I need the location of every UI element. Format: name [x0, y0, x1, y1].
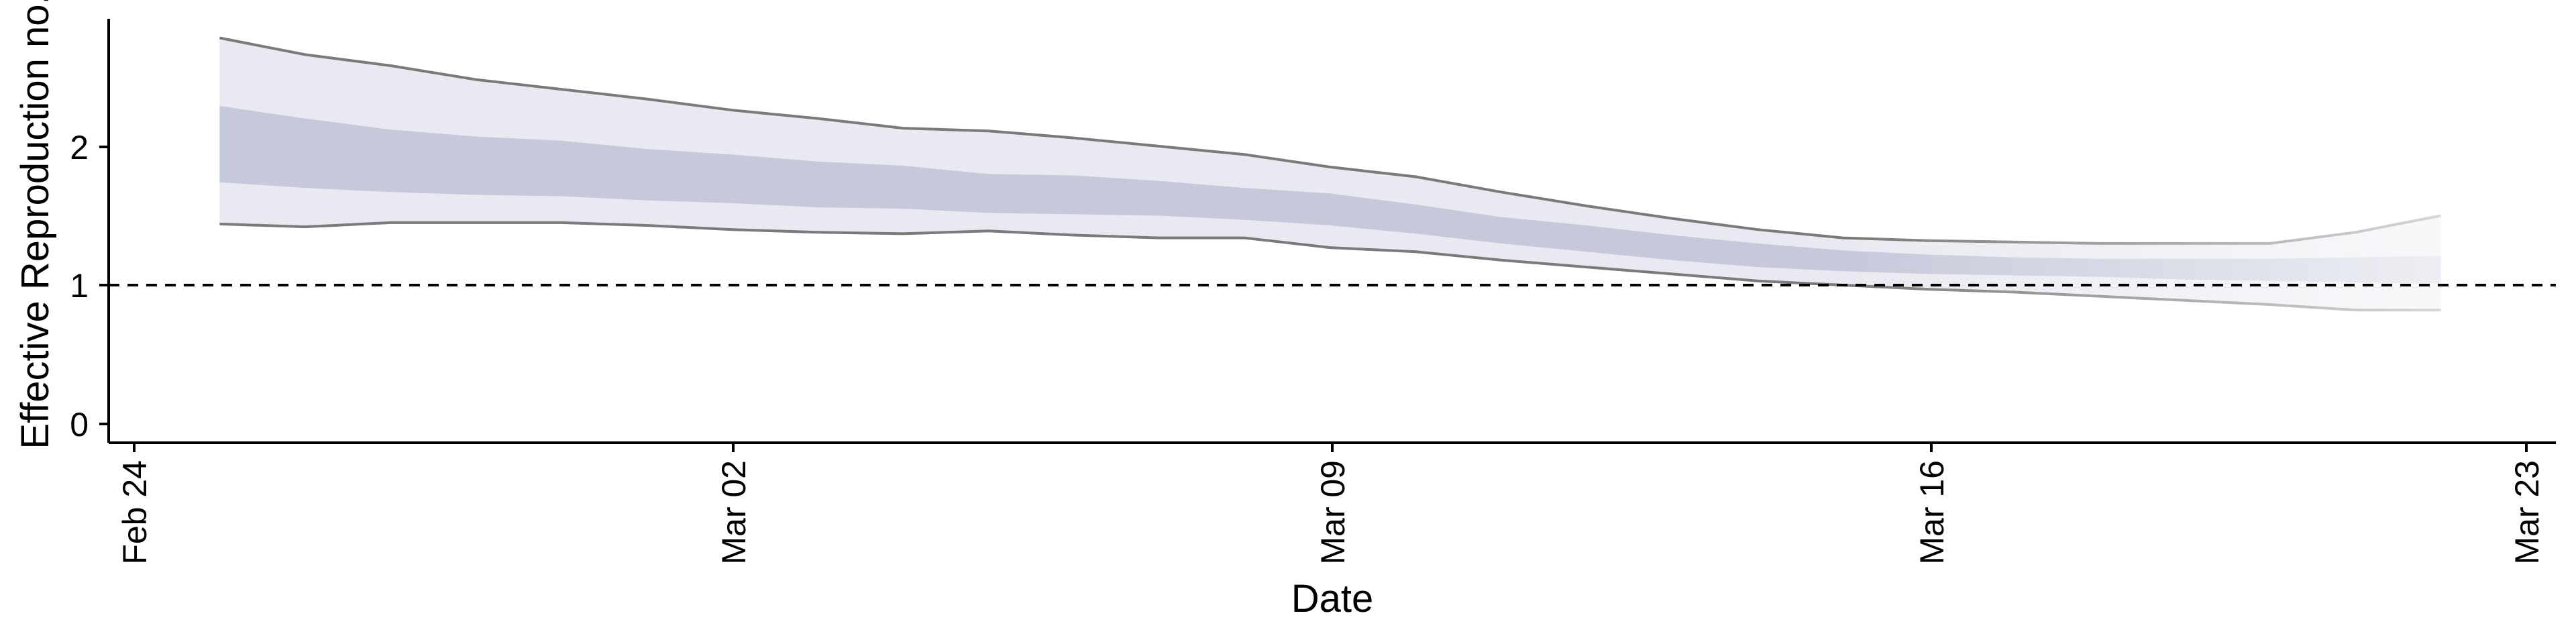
- x-axis-title: Date: [1291, 577, 1374, 621]
- x-tick-label: Feb 24: [116, 460, 154, 565]
- x-tick-label: Mar 23: [2508, 460, 2546, 565]
- x-axis-ticks: Feb 24 Mar 02 Mar 09 Mar 16 Mar 23: [116, 443, 2546, 565]
- y-axis-title: Effective Reproduction no.: [13, 0, 57, 449]
- inner-credible-band: [219, 106, 2441, 284]
- x-tick-label: Mar 09: [1314, 460, 1352, 565]
- x-tick-label: Mar 02: [715, 460, 753, 565]
- y-axis-ticks: 0 1 2: [70, 129, 109, 443]
- forecast-fade-overlay: [1843, 13, 2445, 416]
- y-tick-label: 0: [70, 406, 89, 443]
- y-tick-label: 1: [70, 267, 89, 305]
- y-tick-label: 2: [70, 129, 89, 166]
- x-tick-label: Mar 16: [1913, 460, 1951, 565]
- plot-area: [109, 13, 2556, 416]
